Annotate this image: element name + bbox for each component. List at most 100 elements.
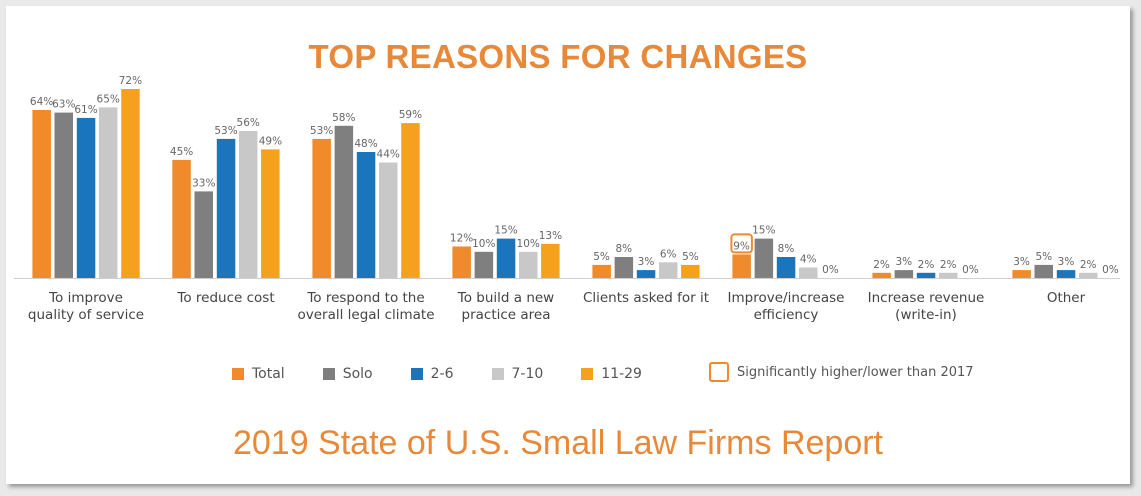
- report-footer: 2019 State of U.S. Small Law Firms Repor…: [232, 424, 884, 462]
- bar-6-solo: [894, 270, 914, 278]
- legend-item-11-29: 11-29: [581, 366, 642, 382]
- bar-2-7-10: [379, 162, 398, 278]
- legend-swatch-total: [232, 368, 244, 380]
- data-label-5-total: 9%: [733, 240, 750, 252]
- significance-box-icon: [709, 362, 729, 382]
- bar-1-11-29: [261, 149, 280, 279]
- data-label-7-total: 3%: [1013, 256, 1030, 268]
- bar-4-solo: [614, 257, 634, 278]
- data-label-7-11-29: 0%: [1102, 264, 1119, 276]
- bar-5-total: [732, 254, 751, 279]
- legend-label-11-29: 11-29: [601, 366, 642, 382]
- legend-swatch-solo: [322, 368, 335, 380]
- bar-0-2-6: [76, 117, 96, 279]
- category-label-6-line-1: (write-in): [895, 307, 957, 323]
- bar-3-11-29: [541, 243, 560, 279]
- category-label-0-line-1: quality of service: [28, 307, 144, 323]
- data-label-7-solo: 5%: [1035, 251, 1052, 263]
- category-label-5-line-1: efficiency: [754, 307, 819, 323]
- chart-card: TOP REASONS FOR CHANGES 64% 63% 61% 65% 72% T…: [6, 6, 1130, 484]
- data-label-3-11-29: 13%: [539, 230, 562, 242]
- chart-title: TOP REASONS FOR CHANGES: [308, 38, 808, 75]
- bar-2-11-29: [401, 123, 420, 278]
- category-label-1-line-0: To reduce cost: [176, 290, 274, 306]
- data-label-5-7-10: 4%: [800, 254, 817, 266]
- category-label-7-line-0: Other: [1047, 290, 1086, 306]
- bar-5-2-6: [776, 257, 796, 278]
- category-label-6-line-0: Increase revenue: [868, 290, 985, 306]
- data-label-1-2-6: 53%: [214, 125, 237, 137]
- bar-7-7-10: [1079, 272, 1098, 279]
- bar-0-11-29: [121, 89, 140, 278]
- bar-0-total: [32, 110, 51, 278]
- data-label-2-7-10: 44%: [377, 149, 400, 161]
- legend-swatch-11-29: [581, 368, 594, 380]
- bar-6-2-6: [916, 272, 936, 279]
- bar-1-2-6: [216, 138, 236, 279]
- significance-label: Significantly higher/lower than 2017: [737, 364, 974, 380]
- data-label-2-solo: 58%: [332, 112, 355, 124]
- data-label-0-2-6: 61%: [74, 104, 97, 116]
- bar-0-solo: [54, 112, 73, 278]
- significance-legend: Significantly higher/lower than 2017: [709, 362, 974, 382]
- data-label-6-2-6: 2%: [918, 259, 935, 271]
- data-label-2-2-6: 48%: [354, 138, 377, 150]
- data-label-0-7-10: 65%: [97, 93, 120, 105]
- data-label-4-2-6: 3%: [638, 256, 655, 268]
- data-label-1-7-10: 56%: [237, 117, 260, 129]
- data-label-0-solo: 63%: [52, 99, 75, 111]
- data-label-0-total: 64%: [30, 96, 53, 108]
- bar-3-7-10: [519, 251, 538, 279]
- bar-5-solo: [754, 238, 774, 278]
- data-label-4-11-29: 5%: [682, 251, 699, 263]
- data-label-4-solo: 8%: [615, 243, 632, 255]
- data-label-1-11-29: 49%: [259, 135, 282, 147]
- legend-swatch-7-10: [491, 368, 504, 380]
- legend-label-solo: Solo: [342, 366, 373, 382]
- data-label-7-7-10: 2%: [1080, 259, 1097, 271]
- bar-1-solo: [194, 191, 213, 279]
- bar-6-7-10: [939, 272, 958, 279]
- data-label-2-11-29: 59%: [399, 109, 422, 121]
- legend-item-2-6: 2-6: [410, 366, 454, 382]
- bar-1-total: [172, 159, 191, 279]
- data-label-5-11-29: 0%: [822, 264, 839, 276]
- data-label-6-total: 2%: [873, 259, 890, 271]
- category-label-0-line-0: To improve: [48, 290, 123, 306]
- category-label-2-line-1: overall legal climate: [297, 307, 434, 323]
- category-label-3-line-0: To build a new: [457, 290, 554, 306]
- legend-label-total: Total: [252, 366, 285, 382]
- bar-2-2-6: [356, 152, 376, 278]
- bar-6-total: [872, 272, 891, 279]
- legend-item-7-10: 7-10: [491, 366, 544, 382]
- bar-1-7-10: [238, 131, 258, 278]
- data-label-7-2-6: 3%: [1058, 256, 1075, 268]
- bar-3-solo: [474, 251, 494, 279]
- data-label-0-11-29: 72%: [119, 75, 142, 87]
- bar-2-solo: [334, 125, 354, 279]
- data-label-1-total: 45%: [170, 146, 193, 158]
- bar-0-7-10: [98, 107, 118, 279]
- bar-4-7-10: [659, 262, 678, 279]
- data-label-4-7-10: 6%: [660, 248, 677, 260]
- significance-highlight-5: [730, 233, 753, 254]
- data-label-3-solo: 10%: [472, 238, 495, 250]
- bar-7-total: [1012, 270, 1031, 278]
- category-label-4-line-0: Clients asked for it: [583, 290, 709, 306]
- legend-label-7-10: 7-10: [511, 366, 544, 382]
- legend-item-total: Total: [232, 366, 285, 382]
- data-label-2-total: 53%: [310, 125, 333, 137]
- data-label-6-11-29: 0%: [962, 264, 979, 276]
- legend-item-solo: Solo: [322, 366, 373, 382]
- category-label-2-line-0: To respond to the: [306, 290, 424, 306]
- bar-7-solo: [1034, 264, 1053, 279]
- data-label-5-2-6: 8%: [778, 243, 795, 255]
- data-label-3-total: 12%: [450, 233, 473, 245]
- category-label-5-line-0: Improve/increase: [728, 290, 845, 306]
- bar-4-total: [592, 264, 611, 279]
- bar-7-2-6: [1056, 270, 1076, 278]
- bar-3-2-6: [496, 238, 516, 278]
- legend-swatch-2-6: [410, 368, 423, 380]
- data-label-3-7-10: 10%: [517, 238, 540, 250]
- data-label-3-2-6: 15%: [494, 225, 517, 237]
